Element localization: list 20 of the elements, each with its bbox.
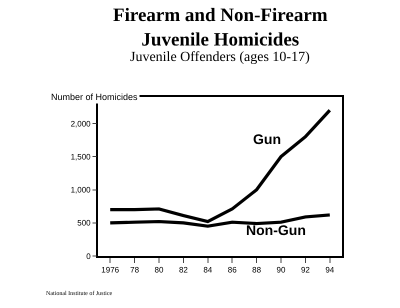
x-tick-label: 82 (178, 265, 188, 274)
chart-subtitle: Juvenile Offenders (ages 10-17) (130, 50, 310, 65)
y-tick-label: 500 (77, 218, 92, 228)
y-tick-label: 1,000 (70, 186, 92, 195)
series-label: Non-Gun (246, 222, 306, 238)
chart-title: Firearm and Non-Firearm Juvenile Homicides (113, 5, 328, 51)
y-tick-label: 2,000 (70, 119, 92, 128)
x-tick-label: 1976 (101, 265, 120, 274)
y-tick-label: 1,500 (70, 152, 92, 162)
x-tick-label: 78 (130, 265, 140, 274)
x-tick-label: 84 (203, 265, 213, 274)
y-axis-title: Number of Homicides (51, 92, 138, 102)
series-label: Gun (253, 131, 281, 147)
x-tick-label: 92 (300, 265, 310, 274)
x-tick-label: 86 (228, 265, 238, 274)
x-tick-label: 80 (154, 265, 164, 274)
x-tick-label: 90 (276, 265, 286, 274)
x-tick-label: 94 (325, 265, 335, 274)
y-tick-label: 0 (86, 252, 92, 261)
x-tick-label: 88 (252, 265, 262, 274)
